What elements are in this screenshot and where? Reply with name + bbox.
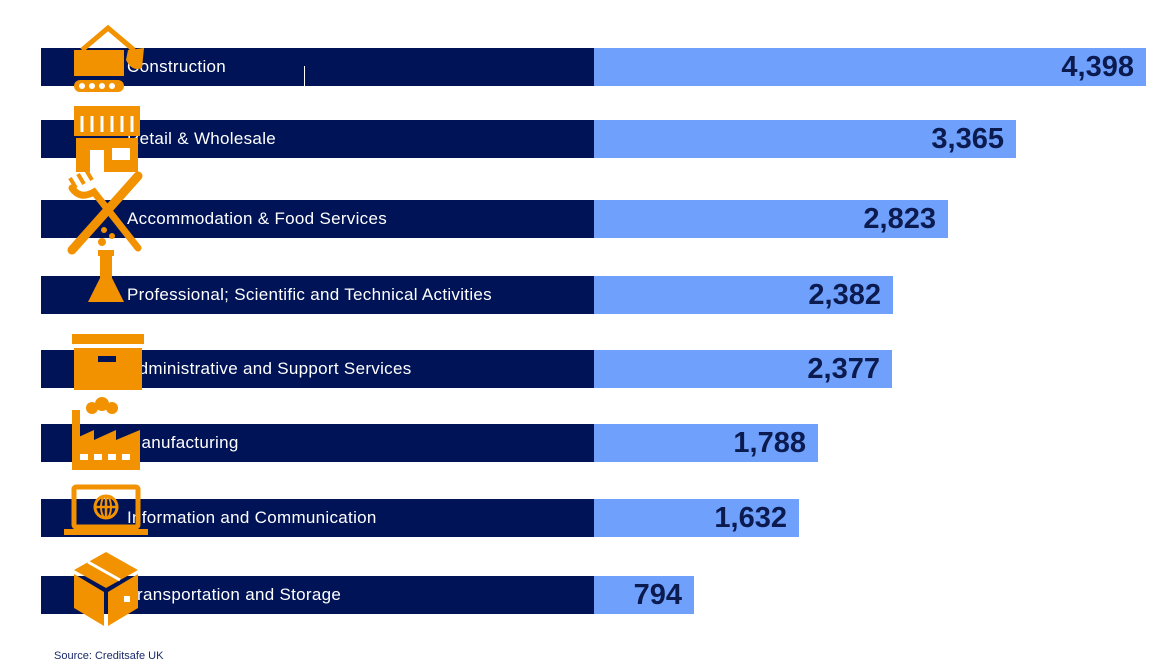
bar-row: Manufacturing 1,788 (0, 397, 1167, 470)
category-label: Transportation and Storage (127, 585, 342, 604)
category-label: Accommodation & Food Services (127, 209, 388, 228)
bar-row: Information and Communication 1,632 (0, 484, 1167, 537)
category-label: Administrative and Support Services (127, 359, 412, 378)
bar-row: Retail & Wholesale 3,365 (0, 106, 1167, 172)
source-note: Source: Creditsafe UK (54, 650, 164, 662)
storefront-icon (60, 106, 156, 186)
fork-knife-icon (60, 168, 156, 258)
laptop-globe-icon (60, 484, 156, 565)
value-label: 4,398 (1061, 51, 1134, 83)
bar-row: Transportation and Storage 794 (0, 552, 1167, 626)
flask-icon (60, 227, 156, 330)
category-label: Professional; Scientific and Technical A… (127, 285, 492, 304)
text-cursor (304, 66, 305, 86)
category-label-bar (41, 276, 594, 314)
box-icon (60, 334, 156, 414)
value-bar (594, 424, 818, 462)
value-label: 1,632 (714, 502, 787, 534)
value-bar (594, 350, 892, 388)
category-label-bar (41, 200, 594, 238)
value-label: 2,377 (807, 353, 880, 385)
value-label: 1,788 (733, 427, 806, 459)
value-bar (594, 499, 799, 537)
value-bar (594, 200, 948, 238)
value-label: 794 (633, 579, 682, 611)
value-bar (594, 276, 893, 314)
category-label: Construction (127, 57, 227, 76)
package-icon (60, 552, 156, 632)
factory-icon (60, 397, 156, 484)
bar-row: Administrative and Support Services 2,377 (0, 334, 1167, 390)
bar-row: Accommodation & Food Services 2,823 (0, 168, 1167, 255)
value-bar (594, 120, 1016, 158)
category-label: Information and Communication (127, 508, 377, 527)
value-bar (594, 576, 694, 614)
value-label: 2,382 (808, 279, 881, 311)
value-label: 2,823 (863, 203, 936, 235)
bar-row: Professional; Scientific and Technical A… (0, 227, 1167, 314)
category-label: Manufacturing (127, 433, 239, 452)
bar-row: Construction 4,398 (0, 24, 1167, 92)
category-label: Retail & Wholesale (127, 129, 277, 148)
value-label: 3,365 (931, 123, 1004, 155)
excavator-icon (60, 24, 156, 108)
value-bar (594, 48, 1146, 86)
